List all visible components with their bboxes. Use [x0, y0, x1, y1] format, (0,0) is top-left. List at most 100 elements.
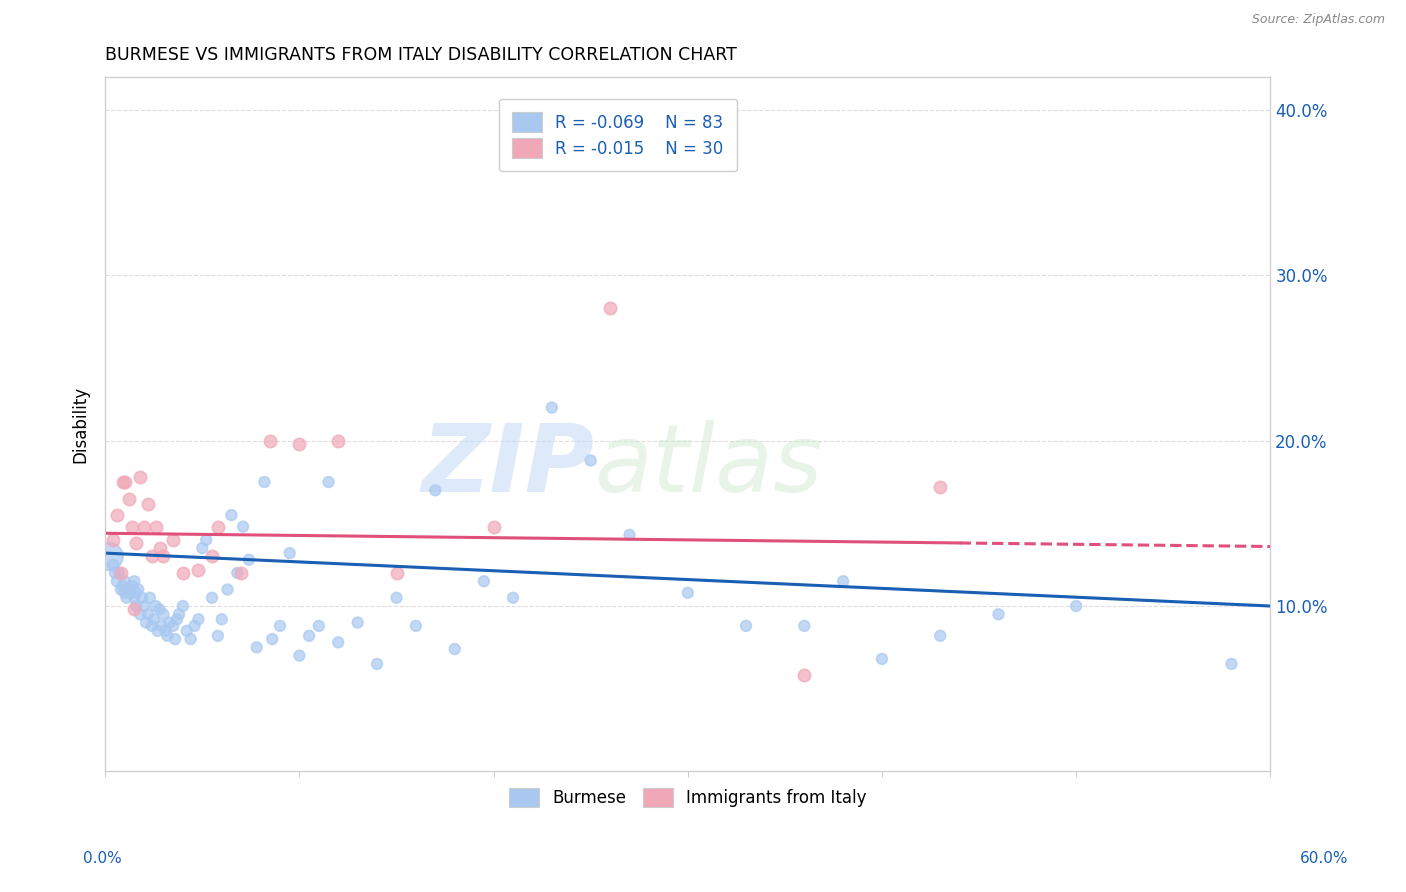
Point [187, 612, 209, 626]
Point [124, 591, 146, 605]
Point [125, 599, 148, 613]
Point [114, 574, 136, 589]
Point [278, 546, 301, 560]
Point [136, 607, 159, 622]
Point [162, 533, 184, 547]
Point [246, 640, 269, 655]
Point [482, 519, 505, 533]
Point [176, 624, 198, 638]
Point [832, 574, 855, 589]
Point [152, 607, 174, 622]
Point [136, 496, 159, 510]
Y-axis label: Disability: Disability [72, 385, 89, 463]
Point [207, 629, 229, 643]
Point [201, 549, 224, 564]
Point [217, 582, 239, 597]
Text: 0.0%: 0.0% [83, 851, 122, 865]
Point [262, 632, 284, 646]
Text: 60.0%: 60.0% [1301, 851, 1348, 865]
Text: ZIP: ZIP [422, 420, 595, 512]
Point [221, 508, 243, 522]
Point [366, 657, 388, 671]
Point [165, 632, 187, 646]
Point [425, 483, 447, 498]
Point [308, 619, 330, 633]
Point [238, 552, 260, 566]
Point [157, 615, 180, 630]
Point [180, 632, 202, 646]
Point [141, 619, 163, 633]
Point [619, 528, 641, 542]
Point [288, 648, 311, 663]
Point [156, 629, 179, 643]
Point [405, 619, 427, 633]
Point [472, 574, 495, 589]
Point [929, 629, 952, 643]
Point [111, 475, 134, 489]
Point [167, 607, 190, 622]
Point [201, 591, 224, 605]
Point [105, 574, 128, 589]
Point [443, 642, 465, 657]
Text: Source: ZipAtlas.com: Source: ZipAtlas.com [1251, 13, 1385, 27]
Point [735, 619, 758, 633]
Point [385, 591, 408, 605]
Text: atlas: atlas [595, 420, 823, 511]
Point [579, 453, 602, 467]
Point [114, 475, 136, 489]
Point [195, 533, 218, 547]
Point [121, 579, 143, 593]
Point [793, 619, 815, 633]
Point [101, 558, 124, 572]
Point [328, 635, 350, 649]
Point [107, 566, 129, 580]
Point [121, 519, 143, 533]
Point [172, 566, 194, 580]
Point [385, 566, 408, 580]
Point [259, 434, 281, 448]
Point [150, 619, 173, 633]
Point [124, 602, 146, 616]
Point [987, 607, 1010, 622]
Point [149, 541, 172, 556]
Point [191, 541, 214, 556]
Point [129, 470, 152, 484]
Point [187, 563, 209, 577]
Point [98, 549, 121, 564]
Point [132, 519, 155, 533]
Point [110, 582, 132, 597]
Point [145, 519, 167, 533]
Point [183, 619, 205, 633]
Legend: Burmese, Immigrants from Italy: Burmese, Immigrants from Italy [501, 780, 875, 815]
Point [115, 591, 138, 605]
Point [111, 579, 134, 593]
Point [318, 475, 340, 489]
Point [346, 615, 368, 630]
Point [105, 508, 128, 522]
Point [110, 566, 132, 580]
Point [132, 599, 155, 613]
Point [135, 615, 157, 630]
Point [298, 629, 321, 643]
Point [1064, 599, 1087, 613]
Text: BURMESE VS IMMIGRANTS FROM ITALY DISABILITY CORRELATION CHART: BURMESE VS IMMIGRANTS FROM ITALY DISABIL… [105, 46, 737, 64]
Point [142, 612, 165, 626]
Point [149, 602, 172, 616]
Point [502, 591, 524, 605]
Point [288, 437, 311, 451]
Point [117, 582, 139, 597]
Point [104, 566, 127, 580]
Point [152, 549, 174, 564]
Point [793, 668, 815, 682]
Point [541, 401, 564, 415]
Point [101, 533, 124, 547]
Point [599, 301, 621, 316]
Point [146, 624, 169, 638]
Point [155, 624, 177, 638]
Point [145, 599, 167, 613]
Point [117, 491, 139, 506]
Point [870, 652, 893, 666]
Point [207, 519, 229, 533]
Point [125, 586, 148, 600]
Point [172, 599, 194, 613]
